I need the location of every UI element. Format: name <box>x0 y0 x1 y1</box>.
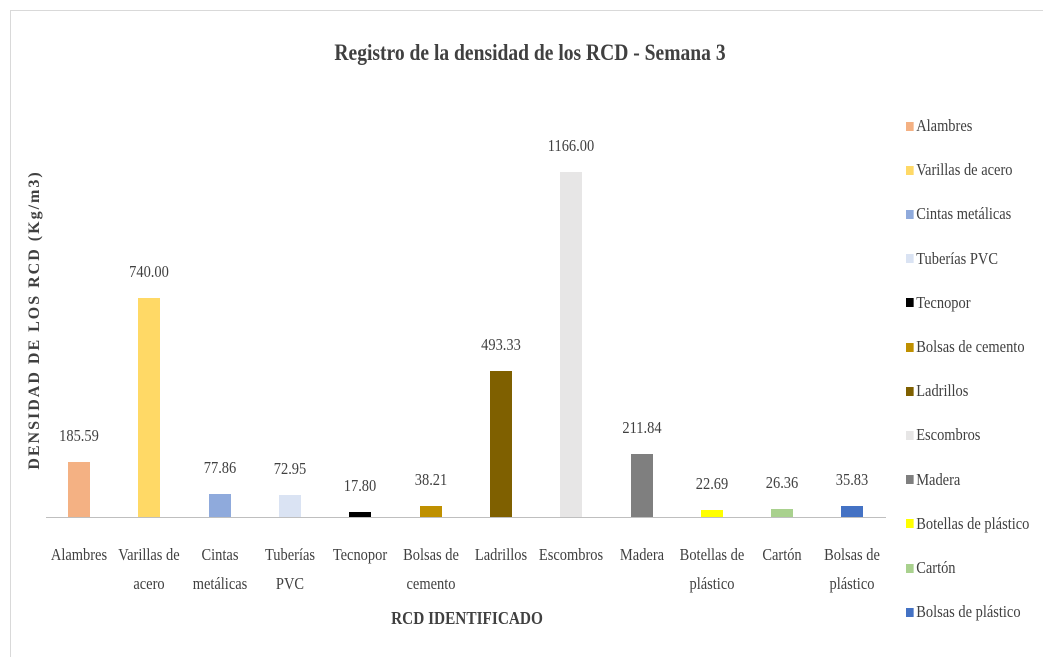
bar <box>208 493 231 517</box>
legend-label: Alambres <box>916 116 973 135</box>
legend-swatch <box>906 430 914 440</box>
bar <box>138 298 161 517</box>
x-axis-label: RCD IDENTIFICADO <box>391 608 543 628</box>
legend-swatch <box>906 342 914 352</box>
legend-item: Cintas metálicas <box>906 204 1011 224</box>
legend-label: Botellas de plástico <box>916 513 1030 533</box>
legend-label: Tuberías PVC <box>916 248 998 268</box>
legend-swatch <box>906 607 914 617</box>
data-label: 17.80 <box>344 475 377 495</box>
legend-label: Tecnopor <box>916 292 971 312</box>
chart-frame <box>10 10 1043 657</box>
data-label: 185.59 <box>59 426 100 446</box>
x-tick-label: Alambres <box>51 545 108 564</box>
legend-swatch <box>906 254 914 264</box>
data-label: 35.83 <box>836 470 869 490</box>
legend-label: Escombros <box>916 425 981 445</box>
legend-swatch <box>906 386 914 396</box>
legend-swatch <box>906 563 914 573</box>
legend-item: Tuberías PVC <box>906 249 998 269</box>
legend-item: Ladrillos <box>906 381 968 401</box>
data-label: 22.69 <box>695 474 729 494</box>
legend-label: Cintas metálicas <box>916 204 1012 224</box>
bar <box>630 454 653 517</box>
x-tick-label: Bolsas de cemento <box>402 545 459 593</box>
legend-item: Alambres <box>906 116 972 136</box>
bar <box>349 511 372 517</box>
legend-label: Varillas de acero <box>916 160 1013 180</box>
y-axis-label: DENSIDAD DE LOS RCD (Kg/m3) <box>26 170 43 470</box>
legend-label: Cartón <box>916 558 956 577</box>
data-label: 38.21 <box>414 469 447 489</box>
data-label: 26.36 <box>765 473 799 493</box>
legend-swatch <box>906 165 914 175</box>
legend-swatch <box>906 121 914 131</box>
data-label: 1166.00 <box>548 136 595 155</box>
bar <box>560 172 583 517</box>
legend-swatch <box>906 209 914 219</box>
legend-swatch <box>906 298 914 308</box>
legend-label: Bolsas de plástico <box>916 602 1021 622</box>
legend-item: Tecnopor <box>906 293 971 313</box>
x-tick-label: Madera <box>619 545 664 564</box>
legend-item: Madera <box>906 470 960 490</box>
data-label: 740.00 <box>129 262 170 282</box>
x-tick-label: Cartón <box>762 545 802 564</box>
data-label: 72.95 <box>273 459 307 479</box>
legend-label: Bolsas de cemento <box>916 337 1025 356</box>
bar <box>279 495 302 517</box>
x-tick-label: Varillas de acero <box>118 545 181 593</box>
bar <box>841 506 864 517</box>
legend-item: Escombros <box>906 425 980 445</box>
legend-label: Ladrillos <box>916 381 969 401</box>
legend-swatch <box>906 519 914 529</box>
data-label: 77.86 <box>203 457 237 477</box>
x-tick-label: Botellas de plástico <box>679 545 745 593</box>
bar <box>419 505 442 517</box>
legend-swatch <box>906 475 914 485</box>
data-label: 493.33 <box>481 335 521 355</box>
x-tick-label: Cintas metálicas <box>192 545 248 593</box>
x-tick-label: Tecnopor <box>333 545 388 564</box>
bar <box>700 510 723 517</box>
legend-item: Botellas de plástico <box>906 514 1029 534</box>
chart-title: Registro de la densidad de los RCD - Sem… <box>334 40 726 65</box>
x-tick-label: Bolsas de plástico <box>824 545 881 593</box>
data-label: 211.84 <box>621 418 662 438</box>
x-tick-label: Escombros <box>539 545 604 564</box>
x-axis <box>46 517 886 518</box>
bar <box>68 462 91 517</box>
bar <box>771 509 794 517</box>
x-tick-label: Ladrillos <box>474 545 528 564</box>
legend-item: Cartón <box>906 558 956 578</box>
x-tick-label: Tuberías PVC <box>265 545 316 593</box>
legend-item: Varillas de acero <box>906 160 1012 180</box>
legend-label: Madera <box>916 469 961 489</box>
bar <box>489 371 512 517</box>
legend-item: Bolsas de plástico <box>906 602 1021 622</box>
legend-item: Bolsas de cemento <box>906 337 1025 357</box>
